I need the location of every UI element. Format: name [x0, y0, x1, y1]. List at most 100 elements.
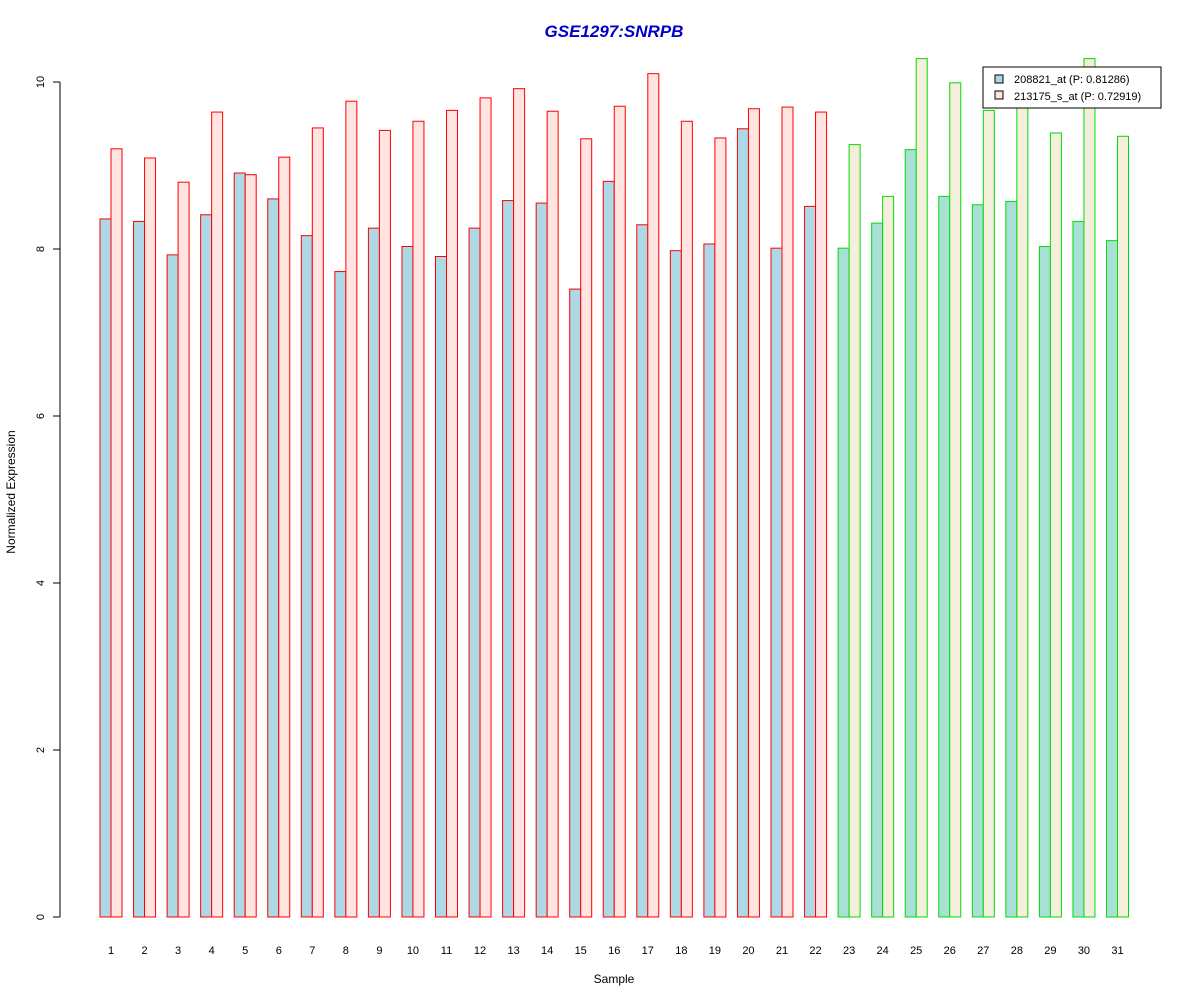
bar-sample-17-series-1	[636, 224, 649, 918]
x-tick-label: 24	[877, 945, 889, 957]
x-tick-label: 26	[944, 945, 956, 957]
bar-sample-10-series-2	[412, 120, 425, 918]
bar-sample-20-series-2	[747, 108, 760, 918]
y-tick-label: 6	[35, 413, 47, 419]
bar-sample-21-series-1	[770, 247, 783, 918]
bar-sample-29-series-1	[1038, 245, 1051, 918]
y-tick-label: 2	[35, 747, 47, 753]
y-tick-label: 8	[35, 246, 47, 252]
bar-sample-18-series-2	[680, 120, 693, 918]
bar-sample-8-series-1	[334, 271, 347, 918]
legend-swatch-series-1	[994, 74, 1004, 84]
bar-sample-25-series-2	[915, 58, 928, 918]
x-tick-label: 21	[776, 945, 788, 957]
x-tick-label: 2	[141, 945, 147, 957]
bar-sample-1-series-1	[99, 218, 112, 918]
bar-sample-22-series-1	[804, 205, 817, 918]
bar-sample-25-series-1	[904, 149, 917, 918]
x-tick-label: 7	[309, 945, 315, 957]
legend-box	[982, 66, 1162, 109]
bar-sample-9-series-2	[378, 129, 391, 918]
bars-group	[99, 58, 1129, 918]
bar-sample-16-series-1	[602, 180, 615, 918]
x-tick-label: 18	[675, 945, 687, 957]
bar-sample-30-series-1	[1072, 220, 1085, 918]
bar-sample-23-series-2	[848, 144, 861, 918]
bar-sample-15-series-1	[569, 288, 582, 918]
x-tick-label: 30	[1078, 945, 1090, 957]
bar-sample-7-series-1	[300, 235, 313, 918]
x-tick-label: 1	[108, 945, 114, 957]
x-tick-label: 15	[575, 945, 587, 957]
bar-sample-2-series-2	[144, 157, 157, 918]
x-tick-label: 28	[1011, 945, 1023, 957]
bar-sample-21-series-2	[781, 106, 794, 918]
x-axis-label: Sample	[594, 972, 635, 986]
x-tick-label: 23	[843, 945, 855, 957]
bar-sample-31-series-2	[1117, 135, 1129, 918]
x-tick-label: 27	[977, 945, 989, 957]
x-tick-label: 22	[809, 945, 821, 957]
bar-sample-3-series-1	[166, 254, 179, 918]
bar-sample-27-series-1	[971, 204, 984, 918]
bar-sample-6-series-2	[278, 156, 291, 918]
bar-sample-6-series-1	[267, 198, 280, 918]
bar-sample-23-series-1	[837, 247, 850, 918]
bar-sample-9-series-1	[367, 227, 380, 918]
bar-sample-22-series-2	[815, 111, 828, 918]
bar-sample-27-series-2	[982, 109, 995, 918]
bar-sample-10-series-1	[401, 245, 414, 918]
bar-sample-16-series-2	[613, 105, 626, 918]
x-tick-label: 5	[242, 945, 248, 957]
bar-sample-19-series-1	[703, 243, 716, 918]
bar-sample-12-series-2	[479, 97, 492, 918]
x-tick-label: 25	[910, 945, 922, 957]
x-tick-label: 12	[474, 945, 486, 957]
y-tick-label: 4	[35, 580, 47, 586]
bar-sample-13-series-2	[513, 88, 526, 918]
bar-sample-5-series-2	[244, 174, 257, 918]
x-tick-label: 31	[1111, 945, 1123, 957]
bar-sample-14-series-2	[546, 110, 559, 918]
bar-sample-24-series-1	[871, 222, 884, 918]
bar-sample-28-series-2	[1016, 104, 1029, 918]
bar-sample-30-series-2	[1083, 58, 1096, 918]
bar-sample-15-series-2	[580, 138, 593, 918]
x-tick-label: 14	[541, 945, 553, 957]
bar-sample-1-series-2	[110, 148, 123, 918]
bar-sample-20-series-1	[736, 128, 749, 918]
bar-sample-18-series-1	[669, 250, 682, 918]
bar-sample-4-series-2	[211, 111, 224, 918]
x-tick-label: 13	[507, 945, 519, 957]
x-tick-label: 8	[343, 945, 349, 957]
bar-sample-14-series-1	[535, 202, 548, 918]
legend-label-series-2: 213175_s_at (P: 0.72919)	[1014, 91, 1141, 103]
chart-title: GSE1297:SNRPB	[545, 22, 684, 41]
bar-sample-17-series-2	[647, 73, 660, 918]
bar-sample-26-series-1	[938, 195, 951, 918]
bar-sample-8-series-2	[345, 100, 358, 918]
bar-sample-19-series-2	[714, 137, 727, 918]
y-axis-label: Normalized Expression	[4, 430, 18, 553]
y-tick-label: 0	[35, 914, 47, 920]
bar-sample-24-series-2	[882, 195, 895, 918]
bar-sample-28-series-1	[1005, 200, 1018, 918]
bar-sample-11-series-2	[446, 109, 458, 918]
x-tick-label: 3	[175, 945, 181, 957]
bar-sample-13-series-1	[502, 200, 515, 918]
y-axis: 0 2 4 6 8 10	[35, 76, 61, 920]
y-tick-label: 10	[35, 76, 47, 88]
x-tick-label: 9	[376, 945, 382, 957]
bar-sample-7-series-2	[311, 127, 324, 918]
bar-sample-3-series-2	[177, 181, 190, 918]
legend-swatch-series-2	[994, 90, 1004, 100]
bar-sample-26-series-2	[949, 82, 962, 918]
x-tick-label: 6	[276, 945, 282, 957]
x-tick-label: 10	[407, 945, 419, 957]
x-tick-label: 17	[642, 945, 654, 957]
x-tick-label: 20	[742, 945, 754, 957]
bar-sample-29-series-2	[1049, 132, 1062, 918]
bar-sample-4-series-1	[200, 214, 213, 918]
x-tick-label: 11	[441, 945, 452, 957]
